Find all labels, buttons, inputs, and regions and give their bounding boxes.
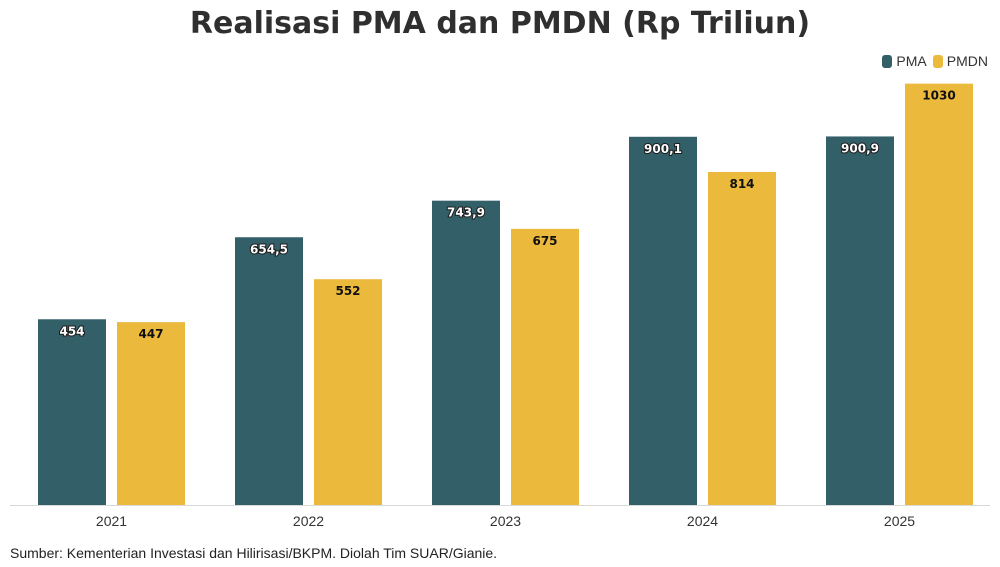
data-label-pmdn-2025: 1030: [922, 89, 955, 103]
data-label-pmdn-2022: 552: [335, 284, 360, 298]
x-tick-label-2025: 2025: [884, 513, 915, 529]
bar-pma-2025: [826, 136, 894, 505]
bar-pmdn-2022: [314, 279, 382, 505]
legend-item-pmdn: PMDN: [932, 53, 988, 69]
chart-title: Realisasi PMA dan PMDN (Rp Triliun): [189, 6, 811, 41]
data-label-pma-2023: 743,9: [447, 206, 485, 220]
data-label-pma-2024: 900,1: [644, 142, 682, 156]
bar-pma-2021: [38, 319, 106, 505]
bar-pma-2022: [235, 237, 303, 505]
legend-item-pma: PMA: [882, 53, 927, 69]
bar-pma-2023: [432, 200, 500, 505]
x-tick-label-2024: 2024: [687, 513, 718, 529]
source-note: Sumber: Kementerian Investasi dan Hiliri…: [10, 545, 498, 561]
data-label-pmdn-2023: 675: [532, 234, 557, 248]
x-tick-label-2023: 2023: [490, 513, 521, 529]
x-tick-label-2021: 2021: [96, 513, 127, 529]
legend: PMA PMDN: [882, 53, 988, 69]
x-tick-label-2022: 2022: [293, 513, 324, 529]
legend-swatch-pma: [882, 54, 893, 68]
data-label-pma-2025: 900,9: [841, 141, 879, 155]
bar-pmdn-2025: [905, 83, 973, 506]
bar-pma-2024: [629, 136, 697, 505]
legend-swatch-pmdn: [932, 54, 943, 68]
data-label-pmdn-2021: 447: [138, 327, 163, 341]
data-label-pmdn-2024: 814: [729, 177, 754, 191]
bar-pmdn-2021: [117, 322, 185, 505]
bar-pmdn-2023: [511, 228, 579, 505]
bar-chart: 454 447 2021 654,5 552 2022 743,9 675 2023 900,1 8…: [10, 83, 990, 529]
data-label-pma-2021: 454: [59, 324, 84, 338]
data-label-pma-2022: 654,5: [250, 242, 288, 256]
legend-label-pmdn: PMDN: [946, 53, 988, 69]
bar-pmdn-2024: [708, 172, 776, 505]
legend-label-pma: PMA: [896, 53, 927, 69]
